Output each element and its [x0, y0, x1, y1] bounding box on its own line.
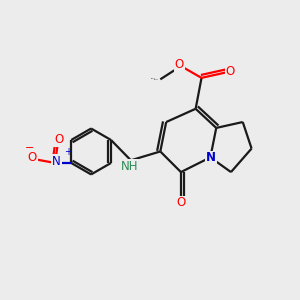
Text: NH: NH [121, 160, 138, 173]
Text: N: N [52, 155, 61, 168]
Text: methyl: methyl [151, 77, 156, 79]
Text: O: O [176, 196, 185, 209]
Text: −: − [25, 142, 34, 153]
Text: O: O [28, 152, 37, 164]
Text: O: O [226, 65, 235, 78]
Text: methyl: methyl [154, 79, 158, 80]
Text: O: O [54, 133, 63, 146]
Text: O: O [175, 58, 184, 71]
Text: N: N [206, 152, 216, 164]
Text: +: + [64, 147, 72, 157]
